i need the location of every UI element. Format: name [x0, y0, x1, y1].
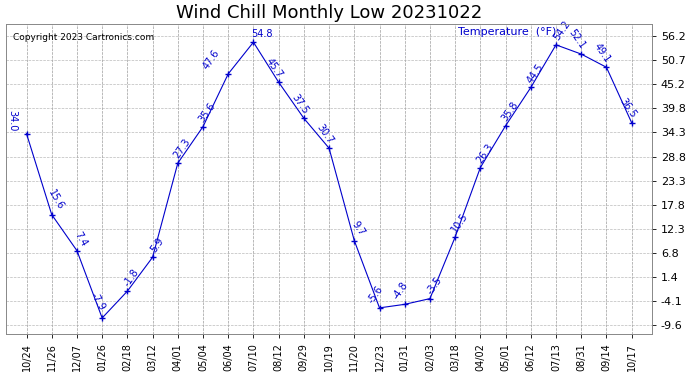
Text: 9.7: 9.7 [350, 219, 367, 238]
Text: -5.6: -5.6 [366, 284, 385, 305]
Text: 7.4: 7.4 [73, 230, 89, 248]
Text: -4.8: -4.8 [391, 280, 410, 302]
Text: Temperature  (°F): Temperature (°F) [458, 27, 557, 37]
Text: 47.6: 47.6 [201, 48, 221, 71]
Text: 44.5: 44.5 [524, 62, 545, 85]
Text: 36.5: 36.5 [618, 96, 638, 120]
Text: -3.5: -3.5 [424, 274, 444, 296]
Text: 52.1: 52.1 [566, 28, 587, 51]
Text: 54.2: 54.2 [551, 19, 572, 42]
Text: 10.5: 10.5 [449, 211, 470, 234]
Text: 45.7: 45.7 [264, 56, 285, 80]
Text: 5.9: 5.9 [148, 236, 165, 255]
Text: 54.8: 54.8 [251, 29, 273, 39]
Title: Wind Chill Monthly Low 20231022: Wind Chill Monthly Low 20231022 [176, 4, 482, 22]
Text: 35.6: 35.6 [197, 100, 217, 124]
Text: -1.8: -1.8 [122, 267, 141, 288]
Text: 35.8: 35.8 [500, 100, 520, 123]
Text: 27.3: 27.3 [172, 137, 193, 160]
Text: 37.5: 37.5 [289, 92, 310, 116]
Text: 49.1: 49.1 [592, 41, 613, 64]
Text: 30.7: 30.7 [315, 122, 335, 146]
Text: 34.0: 34.0 [8, 110, 18, 131]
Text: 26.3: 26.3 [474, 141, 495, 165]
Text: Copyright 2023 Cartronics.com: Copyright 2023 Cartronics.com [13, 33, 154, 42]
Text: 15.6: 15.6 [46, 188, 66, 212]
Text: -7.9: -7.9 [89, 291, 107, 312]
